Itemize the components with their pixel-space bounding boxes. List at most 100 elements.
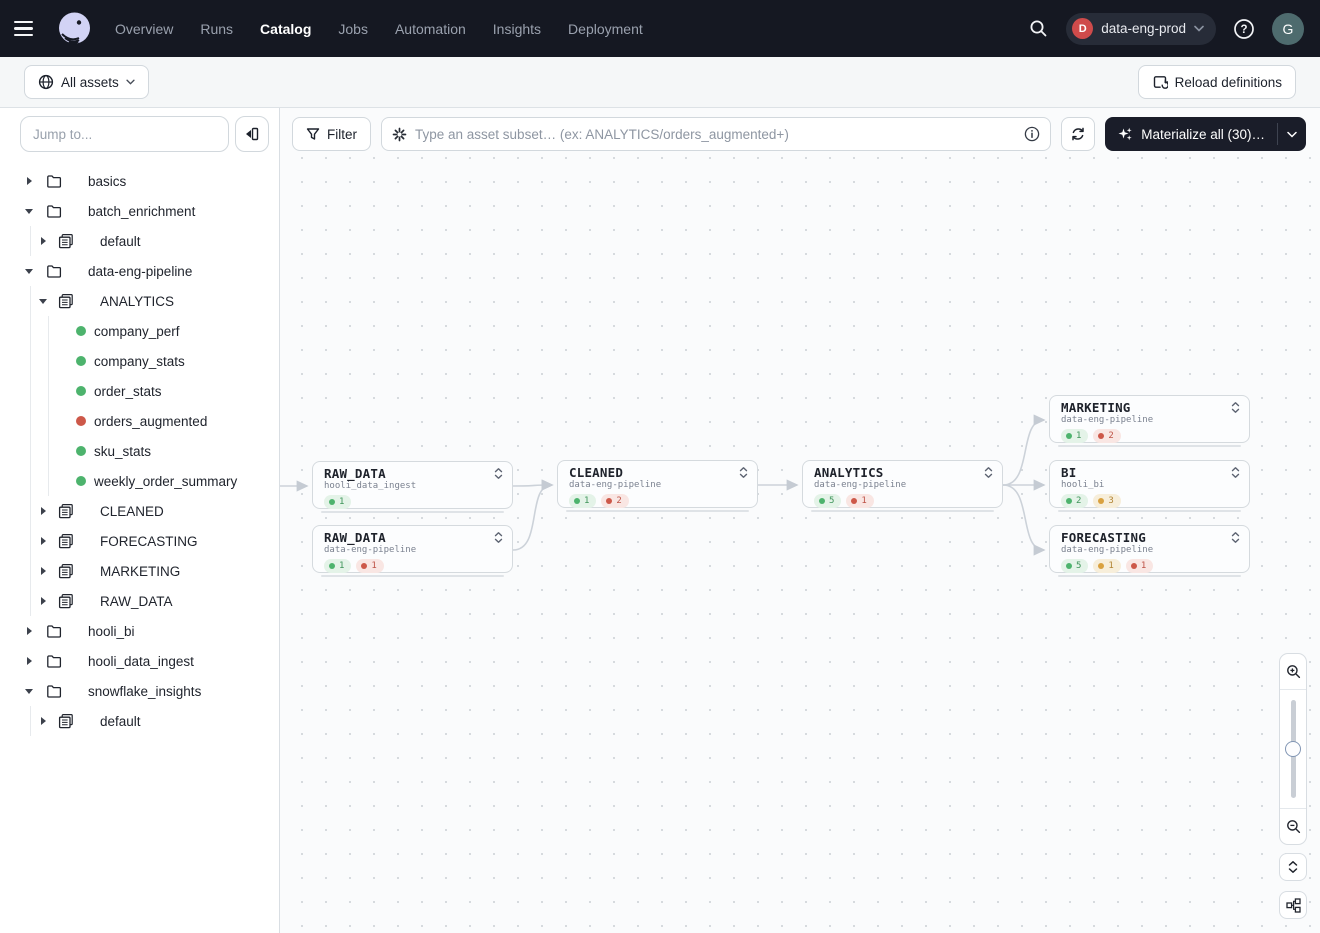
chevron-collapsed-icon[interactable] [38,507,48,515]
node-expand-icon[interactable] [738,466,749,479]
chevron-expanded-icon[interactable] [24,208,34,214]
nav-item-jobs[interactable]: Jobs [338,20,368,37]
chevron-collapsed-icon[interactable] [38,537,48,545]
asset-group-node-raw_data_ingest[interactable]: RAW_DATA hooli_data_ingest 1 [312,461,513,513]
chevron-collapsed-icon[interactable] [24,627,34,635]
nav-item-insights[interactable]: Insights [492,20,542,37]
node-subtitle: hooli_bi [1061,480,1105,490]
zoom-out-icon [1286,820,1300,834]
asset-subset-inputwrap [381,117,1052,151]
zoom-slider-thumb[interactable] [1285,741,1301,757]
asset-selection-icon [392,127,407,141]
node-title: CLEANED [569,465,624,480]
chevron-collapsed-icon[interactable] [38,567,48,575]
asset-status-dot [76,476,86,486]
tree-item-label: order_stats [94,383,162,399]
tree-item-raw_data[interactable]: RAW_DATA [0,586,279,616]
tree-item-analytics[interactable]: ANALYTICS [0,286,279,316]
deployment-switcher[interactable]: D data-eng-prod [1066,12,1216,45]
node-expand-icon[interactable] [1230,466,1241,479]
zoom-slider[interactable] [1280,690,1306,808]
chevron-expanded-icon[interactable] [38,298,48,304]
tree-item-data-eng-pipeline[interactable]: data-eng-pipeline [0,256,279,286]
status-count-badge: 2 [601,494,629,508]
chevron-down-icon [126,79,135,85]
user-avatar[interactable]: G [1272,12,1304,45]
chevron-collapsed-icon[interactable] [38,237,48,245]
tree-item-company_perf[interactable]: company_perf [0,316,279,346]
help-icon[interactable]: ? [1230,15,1258,43]
tree-item-hooli_data_ingest[interactable]: hooli_data_ingest [0,646,279,676]
materialize-all-button[interactable]: Materialize all (30)… [1105,117,1306,151]
tree-item-cleaned[interactable]: CLEANED [0,496,279,526]
tree-item-snowflake_insights[interactable]: snowflake_insights [0,676,279,706]
nav-item-automation[interactable]: Automation [394,20,466,37]
hamburger-menu-icon[interactable] [14,15,42,43]
chevron-collapsed-icon[interactable] [24,657,34,665]
jump-to-input[interactable] [20,116,229,152]
node-title: ANALYTICS [814,465,884,480]
refresh-graph-button[interactable] [1061,117,1096,151]
tree-item-default[interactable]: default [0,226,279,256]
tree-item-marketing[interactable]: MARKETING [0,556,279,586]
svg-text:?: ? [1240,24,1247,36]
tree-item-forecasting[interactable]: FORECASTING [0,526,279,556]
nav-item-catalog[interactable]: Catalog [260,20,312,37]
folder-icon [47,655,62,668]
collapse-sidebar-button[interactable] [235,116,269,152]
node-subtitle: data-eng-pipeline [814,480,907,490]
zoom-out-button[interactable] [1280,808,1306,844]
materialize-options-caret[interactable] [1278,117,1306,151]
status-count-badge: 1 [1093,559,1121,573]
node-expand-icon[interactable] [493,467,504,480]
tree-item-order_stats[interactable]: order_stats [0,376,279,406]
zoom-in-button[interactable] [1280,654,1306,690]
chevron-collapsed-icon[interactable] [24,177,34,185]
chevron-collapsed-icon[interactable] [38,717,48,725]
tree-item-default[interactable]: default [0,706,279,736]
search-icon[interactable] [1024,15,1052,43]
dagster-logo[interactable] [56,10,93,47]
panel-collapse-icon [246,127,259,141]
tree-item-basics[interactable]: basics [0,166,279,196]
asset-scope-button[interactable]: All assets [24,65,149,99]
info-icon[interactable] [1024,126,1040,142]
tree-item-batch_enrichment[interactable]: batch_enrichment [0,196,279,226]
deployment-badge: D [1072,18,1094,39]
tree-item-label: company_stats [94,353,185,369]
node-expand-icon[interactable] [983,466,994,479]
filter-label: Filter [327,126,357,142]
node-expand-icon[interactable] [1230,401,1241,414]
chevron-expanded-icon[interactable] [24,268,34,274]
tree-item-hooli_bi[interactable]: hooli_bi [0,616,279,646]
expand-collapse-groups-button[interactable] [1279,853,1307,881]
node-expand-icon[interactable] [493,531,504,544]
chevron-collapsed-icon[interactable] [38,597,48,605]
status-count-badge: 1 [356,559,384,573]
tree-item-company_stats[interactable]: company_stats [0,346,279,376]
filter-button[interactable]: Filter [292,117,371,151]
reload-definitions-button[interactable]: Reload definitions [1137,65,1296,99]
tree-item-label: data-eng-pipeline [88,263,193,279]
nav-item-runs[interactable]: Runs [200,20,234,37]
asset-lineage-pane: Filter [280,108,1320,933]
node-subtitle: data-eng-pipeline [569,480,662,490]
relayout-graph-button[interactable] [1279,891,1307,919]
asset-status-dot [76,326,86,336]
chevron-expanded-icon[interactable] [24,688,34,694]
tree-item-sku_stats[interactable]: sku_stats [0,436,279,466]
node-subtitle: data-eng-pipeline [1061,415,1154,425]
asset-subset-input[interactable] [415,126,1017,142]
node-expand-icon[interactable] [1230,531,1241,544]
tree-item-orders_augmented[interactable]: orders_augmented [0,406,279,436]
tree-item-weekly_order_summary[interactable]: weekly_order_summary [0,466,279,496]
nav-item-overview[interactable]: Overview [115,20,174,37]
status-count-badge: 3 [1093,494,1121,508]
nav-item-deployment[interactable]: Deployment [568,20,643,37]
